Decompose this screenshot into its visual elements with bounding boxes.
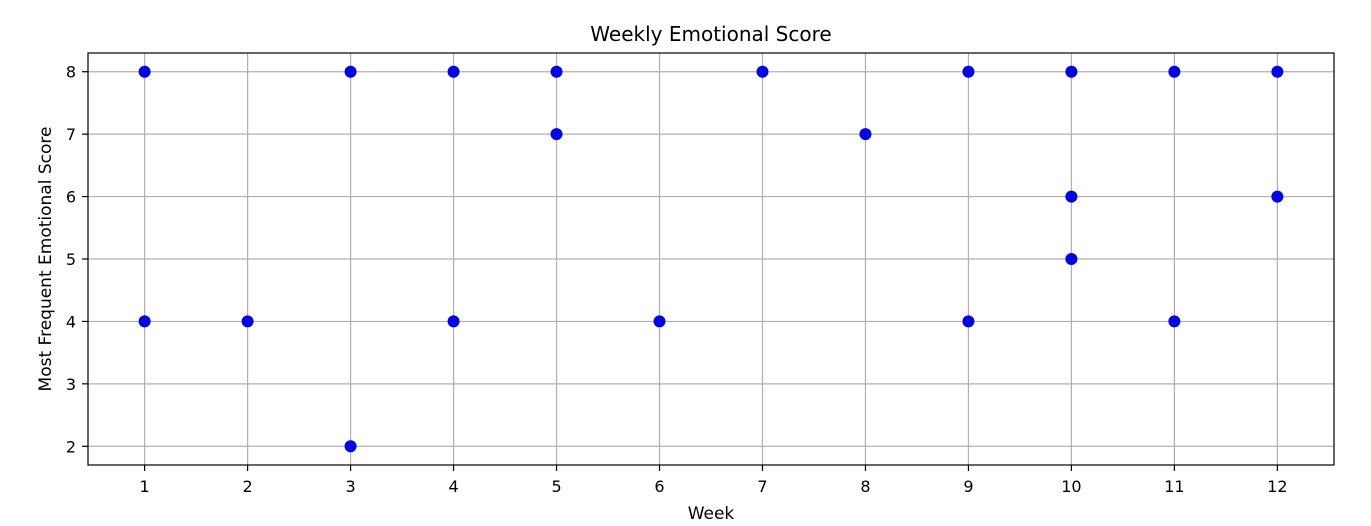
x-tick-label: 6 bbox=[654, 477, 664, 496]
data-point bbox=[1271, 190, 1284, 203]
data-point bbox=[344, 65, 357, 78]
data-point bbox=[447, 315, 460, 328]
data-points bbox=[138, 65, 1284, 453]
data-point bbox=[962, 315, 975, 328]
data-point bbox=[653, 315, 666, 328]
data-point bbox=[138, 315, 151, 328]
plot-area-frame bbox=[87, 52, 1335, 466]
data-point bbox=[1065, 190, 1078, 203]
y-tick-label: 8 bbox=[66, 63, 76, 82]
x-tick-label: 1 bbox=[140, 477, 150, 496]
x-tick-label: 12 bbox=[1267, 477, 1287, 496]
data-point bbox=[962, 65, 975, 78]
data-point bbox=[1065, 65, 1078, 78]
data-point bbox=[550, 65, 563, 78]
data-point bbox=[859, 128, 872, 141]
y-tick-label: 4 bbox=[66, 312, 76, 331]
x-axis-label: Week bbox=[688, 504, 735, 524]
data-point bbox=[1271, 65, 1284, 78]
chart-title: Weekly Emotional Score bbox=[590, 22, 831, 46]
data-point bbox=[550, 128, 563, 141]
data-point bbox=[138, 65, 151, 78]
y-tick-label: 2 bbox=[66, 437, 76, 456]
data-point bbox=[344, 440, 357, 453]
x-tick-label: 2 bbox=[243, 477, 253, 496]
data-point bbox=[241, 315, 254, 328]
x-tick-label: 8 bbox=[860, 477, 870, 496]
y-tick-label: 5 bbox=[66, 250, 76, 269]
y-axis-label: Most Frequent Emotional Score bbox=[36, 127, 56, 392]
data-point bbox=[447, 65, 460, 78]
y-tick-label: 6 bbox=[66, 188, 76, 207]
x-tick-label: 11 bbox=[1164, 477, 1184, 496]
x-tick-label: 7 bbox=[757, 477, 767, 496]
grid-layer bbox=[88, 53, 1334, 465]
x-tick-label: 9 bbox=[963, 477, 973, 496]
x-tick-label: 3 bbox=[345, 477, 355, 496]
x-tick-label: 4 bbox=[448, 477, 458, 496]
y-tick-label: 3 bbox=[66, 375, 76, 394]
data-point bbox=[1065, 253, 1078, 265]
x-tick-label: 5 bbox=[551, 477, 561, 496]
x-tick-label: 10 bbox=[1061, 477, 1081, 496]
data-point bbox=[1168, 315, 1181, 328]
data-point bbox=[1168, 65, 1181, 78]
y-tick-label: 7 bbox=[66, 125, 76, 144]
data-point bbox=[756, 65, 769, 78]
